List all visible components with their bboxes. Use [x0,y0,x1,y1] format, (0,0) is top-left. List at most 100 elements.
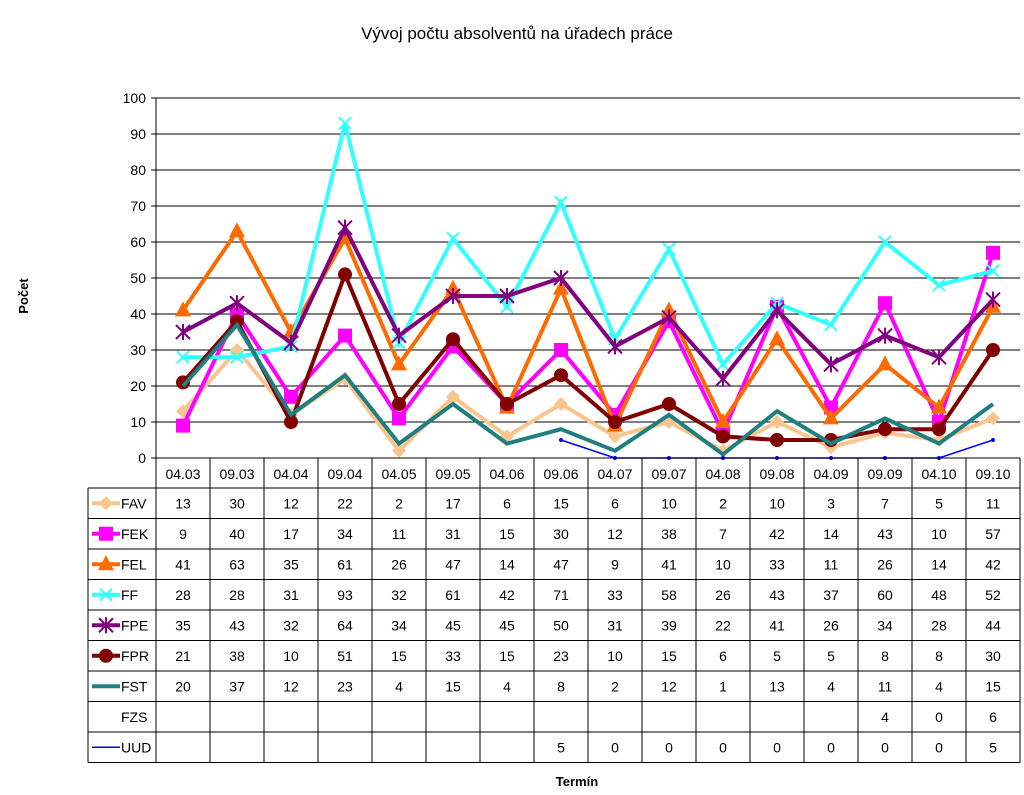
data-label: 38 [661,526,677,542]
data-label: 15 [553,495,569,511]
data-label: 26 [715,587,731,603]
data-label: 8 [935,648,943,664]
series-line-fpr [181,268,995,442]
data-label: 0 [935,739,943,755]
point-fel [98,555,114,571]
point-fav [446,389,460,404]
data-label: 4 [395,678,403,694]
y-axis-label: Počet [16,278,31,314]
data-label: 39 [661,617,677,633]
series-ff [176,116,1000,372]
y-tick-label: 80 [130,162,146,178]
data-label: 6 [719,648,727,664]
y-tick-label: 100 [123,90,147,106]
point-fpe [715,370,731,387]
data-label: 14 [931,556,947,572]
data-label: 5 [773,648,781,664]
legend-label: FPR [121,648,149,664]
data-label: 30 [985,648,1001,664]
data-label: 21 [175,648,191,664]
data-label: 15 [499,648,515,664]
data-label: 45 [499,617,515,633]
data-label: 34 [877,617,893,633]
data-label: 47 [445,556,461,572]
data-label: 50 [553,617,569,633]
point-ff [446,231,460,246]
data-label: 26 [877,556,893,572]
x-axis-label: Termín [556,774,598,789]
data-label: 0 [611,739,619,755]
data-label: 0 [827,739,835,755]
point-fpr [662,397,676,411]
data-label: 10 [931,526,947,542]
point-fpr [446,332,460,347]
data-label: 15 [391,648,407,664]
data-label: 22 [337,495,353,511]
data-label: 45 [445,617,461,633]
point-fel [553,279,569,295]
data-label: 31 [607,617,623,633]
data-label: 71 [553,587,569,603]
series-lines [175,116,1001,461]
data-label: 5 [827,648,835,664]
data-label: 41 [175,556,191,572]
legend-label: FEL [121,556,147,572]
point-ff [824,318,838,332]
legend-label: FZS [121,709,147,725]
point-fpr [230,314,244,329]
data-label: 34 [391,617,407,633]
data-label: 35 [175,617,191,633]
x-tick-label: 04.08 [705,466,740,482]
point-fpe [175,324,191,340]
legend-key-fpr [92,648,120,663]
point-fpe [661,309,677,326]
data-label: 3 [827,495,835,511]
point-fpr [392,397,406,411]
data-label: 15 [445,678,461,694]
data-label: 31 [283,587,299,603]
point-ff [554,195,568,210]
data-label: 11 [824,556,839,572]
point-fpr [500,397,514,411]
data-label: 57 [985,526,1001,542]
data-label: 63 [229,556,245,572]
point-fel [769,330,785,346]
point-fel [931,398,947,414]
point-fpe [769,302,785,319]
point-ff [99,588,113,602]
x-tick-label: 04.10 [921,466,956,482]
data-label: 2 [719,495,727,511]
x-tick-label: 04.04 [273,466,308,482]
data-label: 10 [283,648,299,664]
data-label: 12 [661,678,677,694]
series-line-fst [181,321,995,457]
point-fpe [931,349,947,366]
data-label: 10 [661,495,677,511]
point-fpr [284,415,298,429]
point-ff [986,264,1000,278]
data-label: 12 [283,495,299,511]
point-fpe [823,356,839,373]
data-label: 10 [607,648,623,664]
data-label: 11 [392,526,407,542]
point-fel [175,301,191,317]
point-fpe [283,334,299,351]
point-fel [715,413,731,428]
data-label: 28 [229,587,245,603]
point-fpe [391,327,407,344]
data-label: 2 [395,495,403,511]
point-ff [932,278,946,292]
data-label: 15 [985,678,1001,694]
legend-label: FEK [121,526,149,542]
data-label: 64 [337,617,353,633]
y-axis-ticks: 0 10 20 30 40 50 60 70 80 90 100 [123,90,147,466]
point-fpe [985,291,1001,308]
data-label: 13 [769,678,785,694]
data-label: 8 [557,678,565,694]
point-uud [559,438,563,442]
point-ff [338,116,352,130]
point-ff [716,357,730,372]
series-line-fek [181,252,995,438]
data-label: 61 [445,587,461,603]
data-label: 30 [553,526,569,542]
